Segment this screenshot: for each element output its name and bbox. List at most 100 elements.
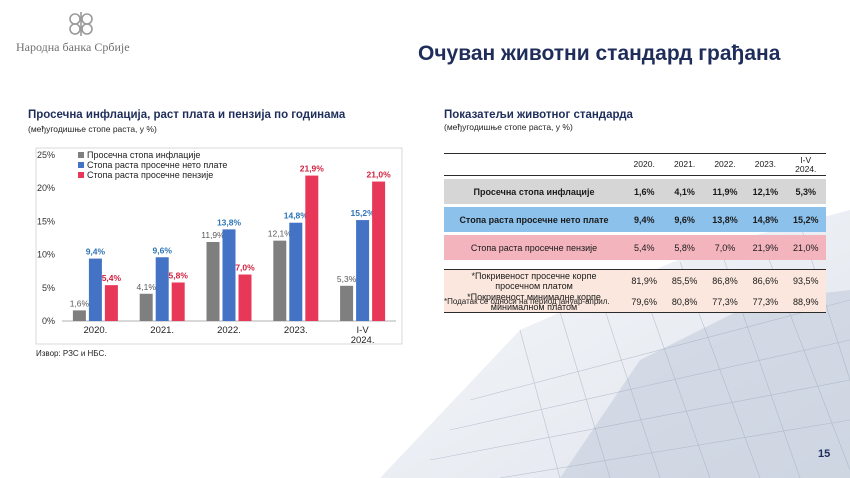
chart-title: Просечна инфлација, раст плата и пензија… (28, 109, 346, 121)
row-label-line1: *Покривеност минималне корпе (467, 291, 601, 302)
bar-chart: 0% 5% 10% 15% 20% 25% 1,6% 4,1% 11,9% 12,1% 5,3% 9,… (35, 147, 403, 346)
table-cell: 9,6% (674, 214, 695, 225)
table-header-period-line1: I-V (800, 154, 812, 165)
bar-1 (72, 310, 86, 321)
table-cell: 21,0% (792, 242, 819, 253)
bar-2 (155, 257, 169, 321)
x-tick-label: 2024. (351, 335, 375, 346)
data-label: 9,4% (86, 247, 106, 257)
table-cell: 93,5% (792, 275, 819, 286)
table-cell: 77,3% (712, 296, 738, 307)
data-label: 4,1% (137, 282, 157, 292)
data-label: 13,8% (217, 217, 242, 227)
bar-3 (104, 285, 118, 321)
table-cell: 88,9% (792, 296, 819, 307)
table-cell: 15,2% (792, 214, 819, 225)
table-row-avg-basket: *Покривеност просечне корпе просечном пл… (444, 270, 826, 291)
legend-swatch (78, 162, 84, 168)
y-tick-label: 10% (37, 250, 55, 260)
legend-label: Стопа раста просечне пензије (87, 170, 213, 180)
bar-3 (171, 282, 185, 321)
table-cell: 7,0% (714, 242, 736, 253)
bar-3 (305, 175, 319, 321)
x-tick-label: 2022. (217, 325, 241, 336)
table-cell: 9,4% (633, 214, 655, 225)
table-header-cell-period: I-V 2024. (786, 154, 826, 174)
coverage-block: *Покривеност просечне корпе просечном пл… (444, 269, 826, 313)
table-cell: 77,3% (752, 296, 779, 307)
y-tick-label: 5% (42, 283, 55, 293)
chart-subtitle: (међугодишње стопе раста, у %) (28, 124, 157, 134)
page-number: 15 (818, 448, 831, 460)
data-label: 9,6% (153, 245, 173, 255)
y-tick-label: 15% (37, 216, 55, 226)
table-cell: 86,6% (752, 275, 779, 286)
table-cell: 13,8% (712, 214, 738, 225)
data-label: 5,3% (337, 274, 357, 284)
chart-source: Извор: РЗС и НБС. (36, 349, 107, 358)
table-cell: 86,8% (712, 275, 738, 286)
table-title: Показатељи животног стандарда (444, 109, 633, 121)
bar-1 (206, 241, 220, 321)
bank-emblem-icon (69, 12, 93, 36)
table-header-cell: 2023. (754, 159, 776, 169)
row-label: Стопа раста просечне нето плате (459, 214, 609, 225)
row-label-line1: *Покривеност просечне корпе (471, 270, 597, 281)
data-label: 21,0% (367, 170, 392, 180)
table-row-inflation: Просечна стопа инфлације 1,6% 4,1% 11,9%… (444, 179, 826, 204)
y-tick-label: 0% (42, 316, 55, 326)
table-cell: 85,5% (671, 275, 698, 286)
legend-swatch (78, 152, 84, 158)
row-label-line2: минималном платом (490, 301, 578, 312)
table-cell: 79,6% (631, 296, 657, 307)
data-label: 5,4% (102, 273, 122, 283)
table-header-cell: 2022. (714, 159, 736, 169)
row-label: Стопа раста просечне пензије (470, 242, 598, 253)
bar-3 (238, 274, 252, 321)
table-cell: 5,8% (674, 242, 695, 253)
table-cell: 5,3% (795, 186, 817, 197)
bar-1 (273, 240, 287, 321)
table-cell: 14,8% (752, 214, 779, 225)
data-label: 5,8% (169, 270, 189, 280)
bank-logo: Народна банка Србије (8, 6, 158, 56)
table-header-cell: 2020. (633, 159, 655, 169)
row-label-line2: просечном платом (495, 280, 573, 291)
y-tick-label: 25% (37, 150, 55, 160)
table-header-row: 2020. 2021. 2022. 2023. I-V 2024. (444, 153, 826, 176)
bank-name: Народна банка Србије (16, 40, 130, 54)
table-cell: 11,9% (712, 186, 738, 197)
row-label: Просечна стопа инфлације (473, 186, 595, 197)
table-row-min-basket: *Покривеност минималне корпе минималном … (444, 291, 826, 312)
table-cell: 1,6% (633, 186, 655, 197)
table-subtitle: (међугодишње стопе раста, у %) (444, 122, 573, 132)
data-label: 11,9% (201, 230, 225, 240)
table-cell: 4,1% (674, 186, 695, 197)
data-label: 7,0% (235, 263, 255, 273)
bar-1 (139, 293, 153, 321)
x-tick-label: 2020. (84, 325, 108, 336)
table-row-pension: Стопа раста просечне пензије 5,4% 5,8% 7… (444, 235, 826, 260)
bar-2 (289, 222, 303, 321)
bar-3 (372, 181, 386, 321)
table-cell: 12,1% (752, 186, 779, 197)
table-cell: 80,8% (671, 296, 698, 307)
bar-2 (222, 229, 236, 321)
row-label: *Покривеност минималне корпе минималном … (444, 292, 624, 312)
legend-label: Стопа раста просечне нето плате (87, 160, 227, 170)
bar-2 (88, 258, 102, 321)
living-standard-table: 2020. 2021. 2022. 2023. I-V 2024. Просеч… (444, 153, 826, 313)
data-label: 15,2% (351, 208, 376, 218)
bar-1 (340, 285, 354, 321)
table-header-cell: 2021. (673, 159, 696, 169)
table-cell: 21,9% (752, 242, 779, 253)
chart-frame (35, 147, 403, 345)
table-header-period-line2: 2024. (795, 163, 817, 174)
data-label: 1,6% (70, 298, 90, 308)
table-row-net-wage: Стопа раста просечне нето плате 9,4% 9,6… (444, 207, 826, 232)
table-footnote: *Податак се односи на период јануар-апри… (444, 297, 610, 306)
page-title: Очуван животни стандард грађана (418, 42, 781, 65)
data-label: 12,1% (268, 229, 293, 239)
bar-2 (356, 220, 370, 321)
x-tick-label: 2023. (284, 325, 308, 336)
